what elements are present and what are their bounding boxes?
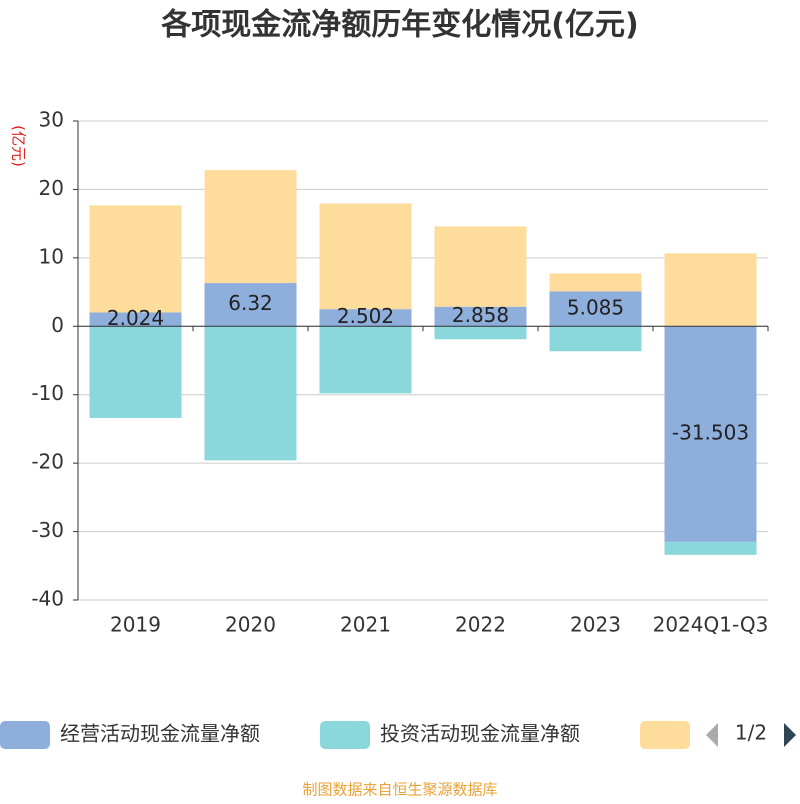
legend-label: 经营活动现金流量净额: [60, 722, 260, 746]
y-tick-label: 10: [39, 244, 64, 268]
bar: [204, 170, 297, 284]
legend-label: 投资活动现金流量净额: [380, 722, 580, 746]
y-tick-label: -30: [31, 518, 64, 542]
bar: [434, 326, 527, 340]
y-tick-label: 30: [39, 108, 64, 132]
data-label: 5.085: [567, 295, 624, 319]
bar: [204, 326, 297, 461]
x-tick-label: 2019: [110, 613, 161, 637]
legend-next[interactable]: [784, 723, 796, 747]
chart-title: 各项现金流净额历年变化情况(亿元): [160, 8, 638, 43]
bar: [664, 326, 757, 542]
bar: [549, 326, 642, 352]
y-tick-label: 20: [39, 176, 64, 200]
x-tick-label: 2020: [225, 613, 276, 637]
x-tick-label: 2024Q1-Q3: [653, 613, 769, 637]
y-axis-label: (亿元): [10, 125, 28, 167]
y-tick-label: -40: [31, 587, 64, 611]
data-label: 2.502: [337, 304, 394, 328]
bar: [89, 205, 182, 313]
bar: [319, 326, 412, 394]
bar: [549, 291, 642, 327]
bar: [319, 203, 412, 310]
y-tick-label: -10: [31, 381, 64, 405]
x-tick-label: 2023: [570, 613, 621, 637]
legend-swatch: [0, 721, 50, 749]
bar: [434, 306, 527, 327]
x-tick-label: 2021: [340, 613, 391, 637]
legend-swatch: [640, 721, 690, 749]
y-tick-label: 0: [51, 313, 64, 337]
legend-prev[interactable]: [706, 723, 718, 747]
bar: [319, 309, 412, 327]
legend-page: 1/2: [735, 721, 767, 745]
data-label: 2.858: [452, 303, 509, 327]
bar: [664, 253, 757, 327]
bar: [204, 283, 297, 327]
bar: [89, 326, 182, 418]
y-tick-label: -20: [31, 450, 64, 474]
legend-swatch: [320, 721, 370, 749]
x-tick-label: 2022: [455, 613, 506, 637]
bar: [89, 312, 182, 327]
bar: [434, 226, 527, 307]
source-note: 制图数据来自恒生聚源数据库: [302, 781, 497, 799]
data-label: 6.32: [228, 291, 273, 315]
data-label: -31.503: [672, 421, 749, 445]
bar: [664, 541, 757, 555]
bar: [549, 273, 642, 292]
